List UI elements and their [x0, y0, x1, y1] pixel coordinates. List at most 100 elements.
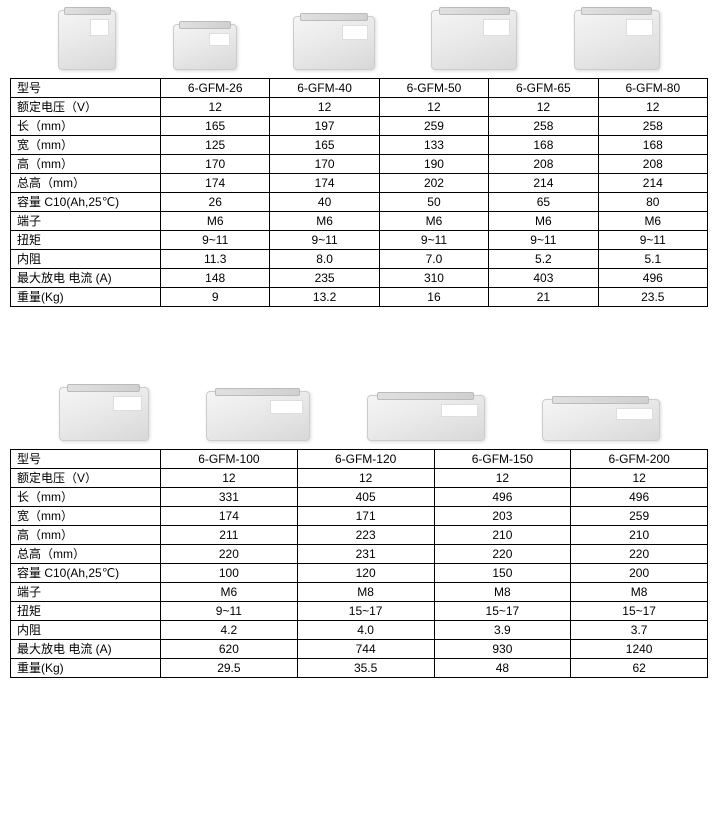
data-cell: 496: [571, 488, 708, 507]
data-cell: M6: [489, 212, 598, 231]
column-header: 6-GFM-50: [379, 79, 488, 98]
data-cell: 12: [270, 98, 379, 117]
data-cell: 174: [161, 507, 298, 526]
data-cell: 150: [434, 564, 571, 583]
data-cell: 1240: [571, 640, 708, 659]
data-cell: 12: [571, 469, 708, 488]
data-cell: 165: [161, 117, 270, 136]
data-cell: 100: [161, 564, 298, 583]
data-cell: 23.5: [598, 288, 707, 307]
data-cell: 50: [379, 193, 488, 212]
data-cell: 168: [489, 136, 598, 155]
battery-image: [293, 16, 375, 70]
row-label: 额定电压（V）: [11, 98, 161, 117]
data-cell: 12: [489, 98, 598, 117]
data-cell: 65: [489, 193, 598, 212]
data-cell: 496: [434, 488, 571, 507]
data-cell: 12: [297, 469, 434, 488]
data-cell: 13.2: [270, 288, 379, 307]
data-cell: 9: [161, 288, 270, 307]
row-label: 端子: [11, 212, 161, 231]
data-cell: 170: [161, 155, 270, 174]
row-label: 总高（mm）: [11, 545, 161, 564]
data-cell: 930: [434, 640, 571, 659]
column-header: 6-GFM-26: [161, 79, 270, 98]
row-label: 最大放电 电流 (A): [11, 269, 161, 288]
data-cell: 259: [571, 507, 708, 526]
row-label: 长（mm）: [11, 117, 161, 136]
data-cell: M6: [270, 212, 379, 231]
data-cell: 26: [161, 193, 270, 212]
data-cell: 168: [598, 136, 707, 155]
data-cell: 220: [161, 545, 298, 564]
data-cell: 203: [434, 507, 571, 526]
data-cell: 29.5: [161, 659, 298, 678]
row-label: 扭矩: [11, 602, 161, 621]
data-cell: 15~17: [297, 602, 434, 621]
data-cell: 5.1: [598, 250, 707, 269]
product-images-row-1: [10, 10, 708, 70]
data-cell: 210: [571, 526, 708, 545]
data-cell: 4.0: [297, 621, 434, 640]
row-label: 高（mm）: [11, 155, 161, 174]
data-cell: M6: [161, 212, 270, 231]
data-cell: 170: [270, 155, 379, 174]
data-cell: 310: [379, 269, 488, 288]
data-cell: 171: [297, 507, 434, 526]
row-label: 内阻: [11, 250, 161, 269]
data-cell: 165: [270, 136, 379, 155]
data-cell: 220: [571, 545, 708, 564]
data-cell: 214: [598, 174, 707, 193]
data-cell: 3.7: [571, 621, 708, 640]
row-label: 最大放电 电流 (A): [11, 640, 161, 659]
data-cell: 9~11: [598, 231, 707, 250]
data-cell: 9~11: [270, 231, 379, 250]
data-cell: M6: [598, 212, 707, 231]
column-header: 6-GFM-40: [270, 79, 379, 98]
column-header: 6-GFM-150: [434, 450, 571, 469]
data-cell: 125: [161, 136, 270, 155]
data-cell: M8: [434, 583, 571, 602]
data-cell: 16: [379, 288, 488, 307]
data-cell: 9~11: [489, 231, 598, 250]
row-label: 扭矩: [11, 231, 161, 250]
data-cell: 220: [434, 545, 571, 564]
data-cell: 197: [270, 117, 379, 136]
data-cell: 7.0: [379, 250, 488, 269]
row-label-model: 型号: [11, 450, 161, 469]
spec-table-1: 型号6-GFM-266-GFM-406-GFM-506-GFM-656-GFM-…: [10, 78, 708, 307]
data-cell: 744: [297, 640, 434, 659]
battery-image: [542, 399, 660, 441]
battery-image: [173, 24, 237, 70]
data-cell: 12: [161, 469, 298, 488]
data-cell: 3.9: [434, 621, 571, 640]
battery-image: [431, 10, 517, 70]
row-label: 宽（mm）: [11, 507, 161, 526]
data-cell: 62: [571, 659, 708, 678]
data-cell: 12: [598, 98, 707, 117]
column-header: 6-GFM-100: [161, 450, 298, 469]
battery-image: [59, 387, 149, 441]
data-cell: 214: [489, 174, 598, 193]
data-cell: 190: [379, 155, 488, 174]
data-cell: 174: [270, 174, 379, 193]
data-cell: 258: [489, 117, 598, 136]
data-cell: 80: [598, 193, 707, 212]
data-cell: 15~17: [571, 602, 708, 621]
data-cell: 12: [434, 469, 571, 488]
data-cell: 15~17: [434, 602, 571, 621]
data-cell: 208: [598, 155, 707, 174]
data-cell: 211: [161, 526, 298, 545]
data-cell: M6: [379, 212, 488, 231]
row-label: 重量(Kg): [11, 659, 161, 678]
data-cell: 174: [161, 174, 270, 193]
row-label: 重量(Kg): [11, 288, 161, 307]
data-cell: 9~11: [379, 231, 488, 250]
data-cell: 496: [598, 269, 707, 288]
data-cell: 11.3: [161, 250, 270, 269]
data-cell: 12: [379, 98, 488, 117]
data-cell: 403: [489, 269, 598, 288]
data-cell: 331: [161, 488, 298, 507]
data-cell: 9~11: [161, 231, 270, 250]
data-cell: 148: [161, 269, 270, 288]
